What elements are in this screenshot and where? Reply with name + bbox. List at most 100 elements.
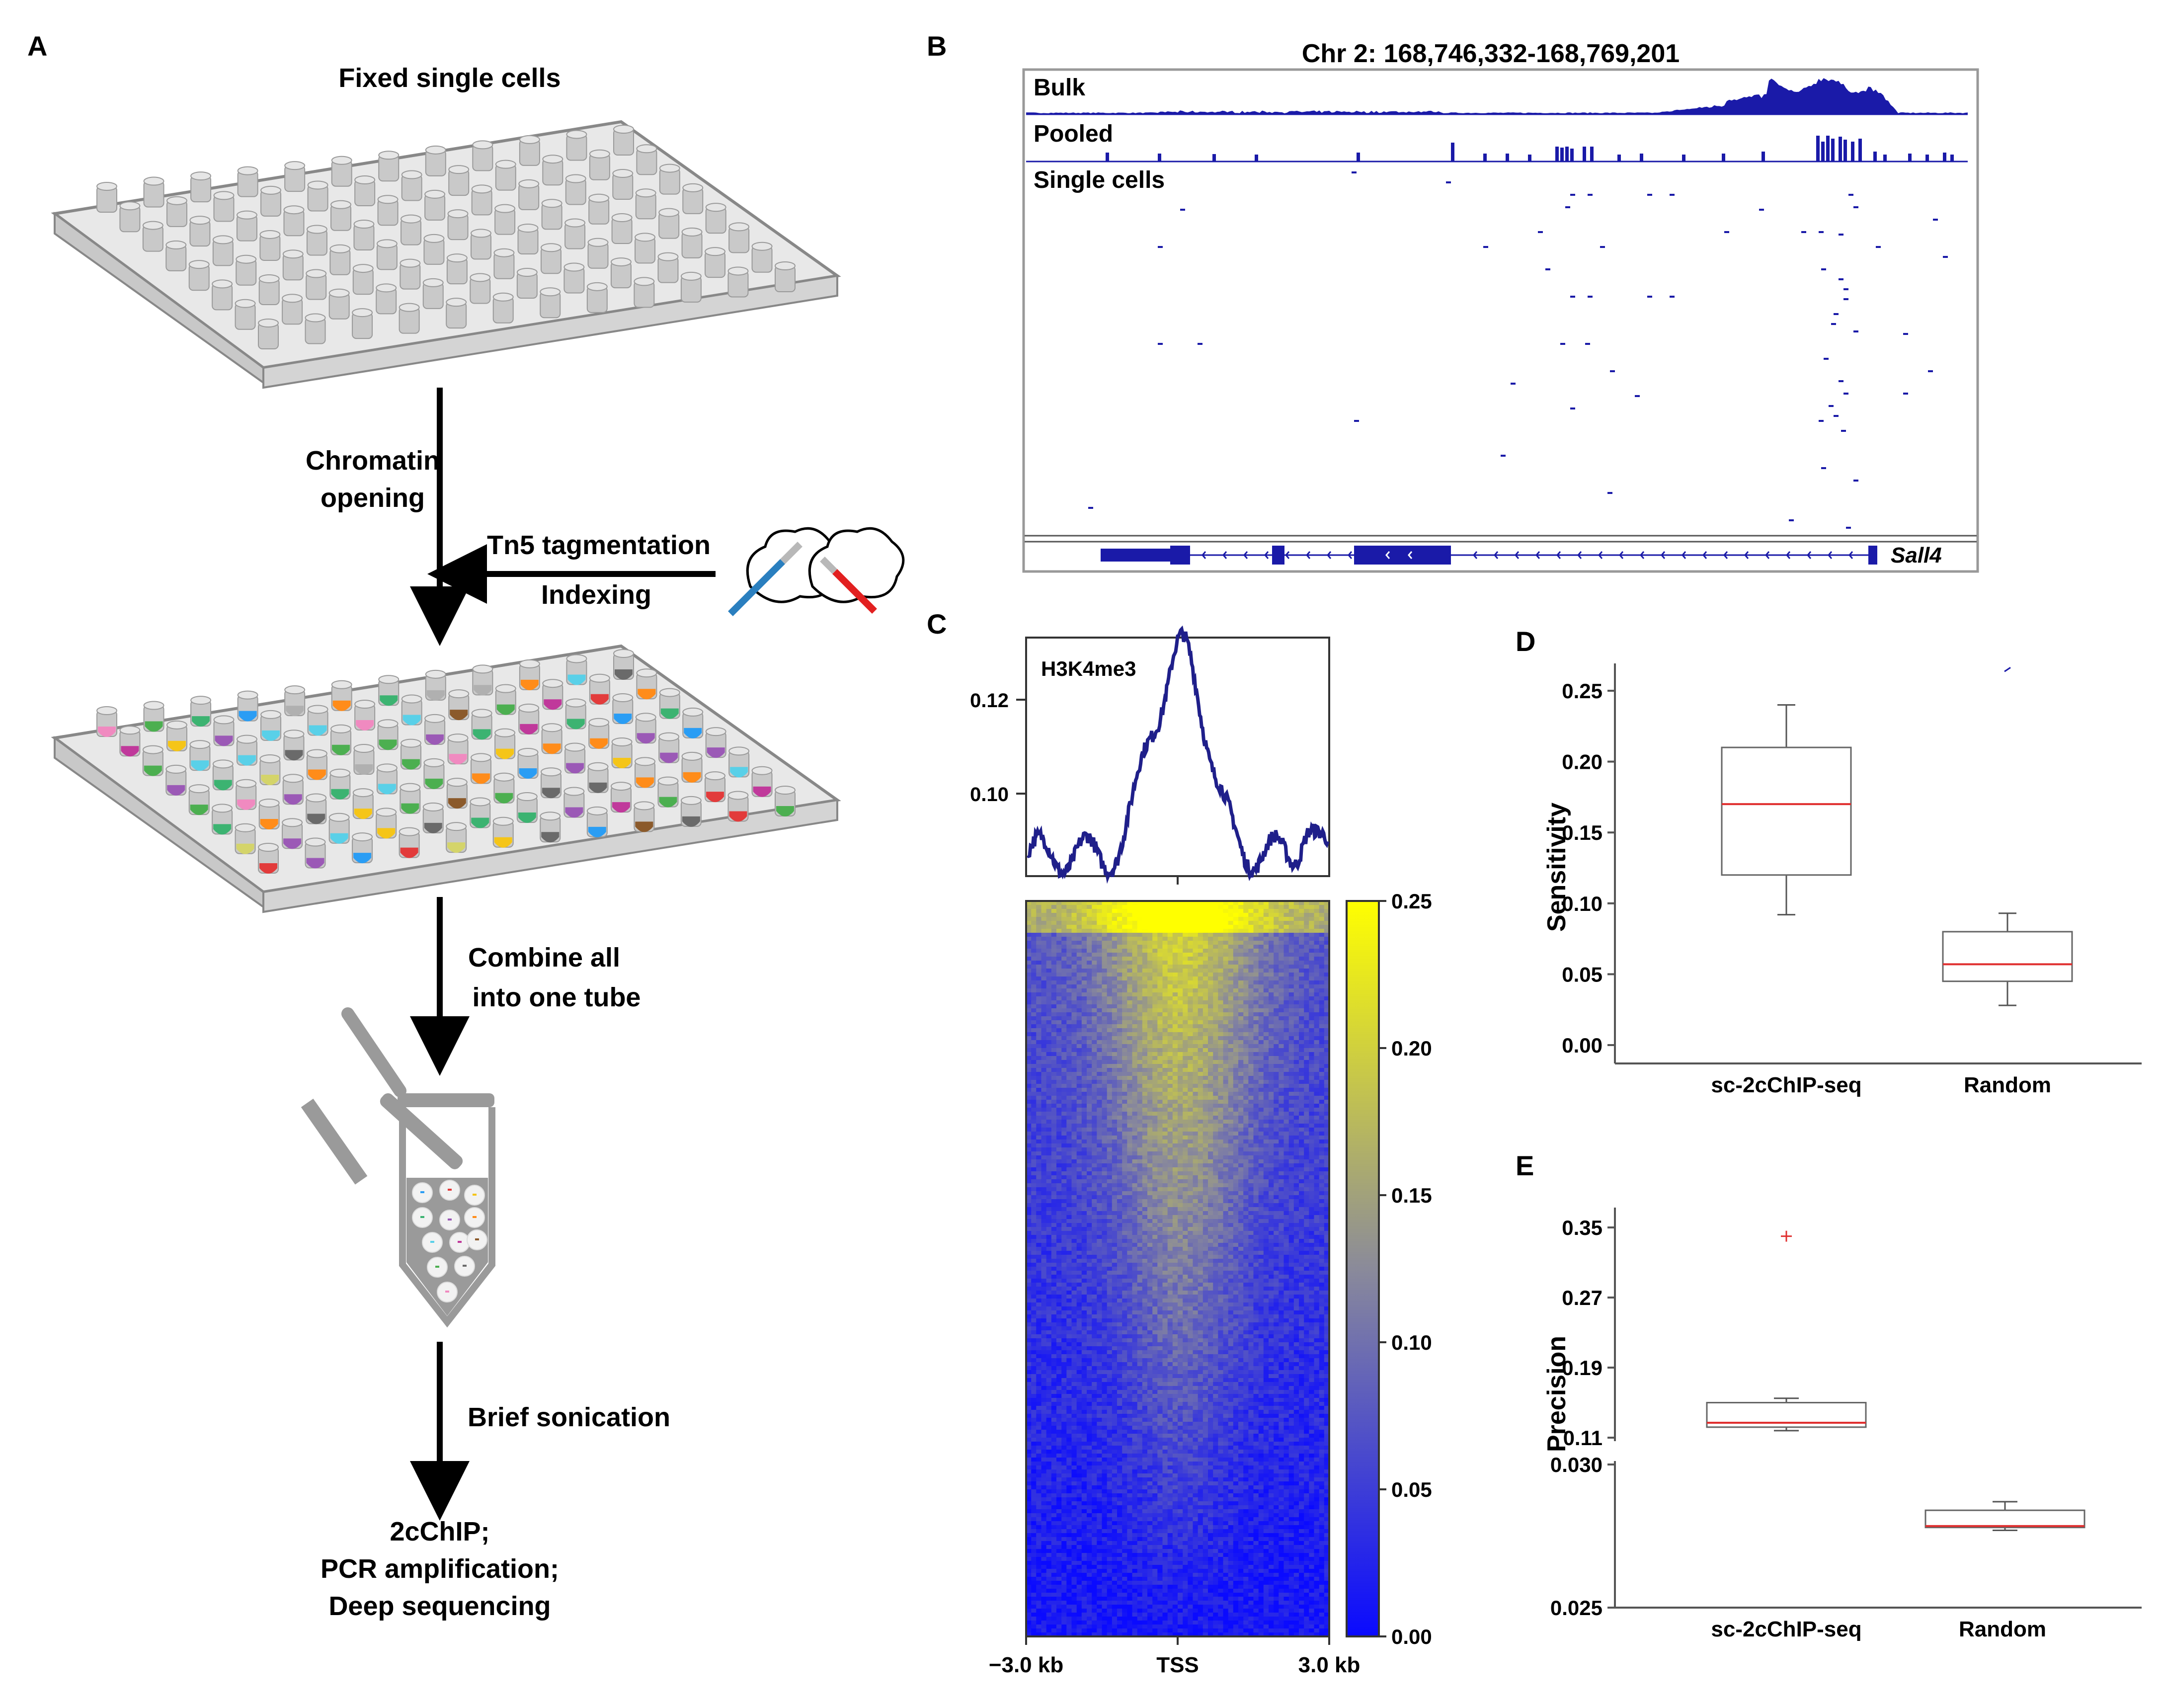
heatmap-cell — [1172, 945, 1178, 949]
heatmap-cell — [1107, 1076, 1113, 1080]
heatmap-cell — [1178, 1136, 1183, 1140]
heatmap-cell — [1102, 1143, 1108, 1148]
heatmap-cell — [1097, 1028, 1102, 1033]
heatmap-cell — [1233, 957, 1239, 961]
heatmap-cell — [1243, 1163, 1249, 1168]
heatmap-cell — [1202, 1004, 1208, 1009]
heatmap-cell — [1243, 961, 1249, 965]
heatmap-cell — [1319, 913, 1325, 917]
heatmap-cell — [1223, 992, 1229, 997]
heatmap-cell — [1213, 933, 1218, 937]
well — [376, 808, 397, 839]
heatmap-cell — [1198, 1092, 1203, 1096]
heatmap-cell — [1228, 1052, 1234, 1057]
heatmap-cell — [1319, 1088, 1325, 1092]
heatmap-cell — [1299, 969, 1304, 973]
heatmap-cell — [1319, 1020, 1325, 1025]
heatmap-cell — [1208, 953, 1213, 957]
heatmap-cell — [1107, 1028, 1113, 1033]
tube-cells — [412, 1180, 487, 1302]
heatmap-cell — [1122, 1064, 1127, 1068]
well-stain — [309, 725, 327, 736]
heatmap-cell — [1279, 976, 1284, 981]
well — [751, 766, 773, 797]
heatmap-cell — [1274, 917, 1279, 921]
heatmap-cell — [1132, 1132, 1138, 1136]
heatmap-cell — [1319, 969, 1325, 973]
heatmap-cell — [1137, 929, 1143, 933]
heatmap-cell — [1253, 1132, 1259, 1136]
tn5-icon — [728, 527, 905, 616]
heatmap-cell — [1046, 984, 1052, 989]
heatmap-cell — [1122, 1096, 1127, 1100]
heatmap-cell — [1081, 921, 1087, 925]
heatmap-cell — [1283, 953, 1289, 957]
heatmap-cell — [1274, 1167, 1279, 1172]
heatmap-cell — [1263, 957, 1269, 961]
heatmap-cell — [1066, 1032, 1072, 1037]
heatmap-cell — [1243, 1016, 1249, 1021]
heatmap-cell — [1112, 1104, 1118, 1108]
heatmap-cell — [1183, 1139, 1188, 1144]
heatmap-cell — [1142, 1139, 1148, 1144]
heatmap-cell — [1066, 949, 1072, 953]
heatmap-cell — [1274, 957, 1279, 961]
heatmap-cell — [1202, 933, 1208, 937]
heatmap-cell — [1279, 1112, 1284, 1116]
heatmap-cell — [1243, 933, 1249, 937]
heatmap-cell — [1223, 1155, 1229, 1160]
heatmap-cell — [1117, 937, 1122, 941]
heatmap-cell — [1283, 1092, 1289, 1096]
heatmap-cell — [1152, 937, 1158, 941]
heatmap-cell — [1274, 1000, 1279, 1005]
heatmap-cell — [1066, 921, 1072, 925]
heatmap-cell — [1233, 1036, 1239, 1041]
heatmap-cell — [1183, 1044, 1188, 1049]
heatmap-cell — [1202, 1100, 1208, 1104]
heatmap-cell — [1142, 992, 1148, 997]
heatmap-cell — [1071, 1151, 1077, 1156]
heatmap-cell — [1178, 1143, 1183, 1148]
heatmap-cell — [1213, 1088, 1218, 1092]
heatmap-cell — [1142, 1112, 1148, 1116]
heatmap-cell — [1071, 1096, 1077, 1100]
heatmap-cell — [1061, 1048, 1067, 1053]
heatmap-cell — [1162, 1040, 1168, 1045]
heatmap-cell — [1066, 1163, 1072, 1168]
heatmap-cell — [1061, 1128, 1067, 1132]
well-stain — [378, 784, 396, 795]
heatmap-cell — [1167, 949, 1173, 953]
heatmap-cell — [1102, 1008, 1108, 1013]
heatmap-cell — [1304, 937, 1309, 941]
heatmap-cell — [1097, 1167, 1102, 1172]
heatmap-cell — [1309, 909, 1314, 913]
heatmap-cell — [1288, 1044, 1294, 1049]
heatmap-cell — [1299, 1032, 1304, 1037]
heatmap-cell — [1202, 1171, 1208, 1176]
well — [353, 220, 375, 251]
heatmap-cell — [1228, 921, 1234, 925]
well — [540, 767, 561, 799]
heatmap-cell — [1127, 1000, 1132, 1005]
heatmap-cell — [1076, 1143, 1082, 1148]
well-rim — [705, 247, 726, 256]
heatmap-cell — [1117, 1104, 1122, 1108]
well — [519, 135, 540, 166]
heatmap-cell — [1309, 988, 1314, 993]
heatmap-cell — [1162, 941, 1168, 945]
heatmap-cell — [1087, 925, 1092, 929]
heatmap-cell — [1293, 1167, 1299, 1172]
heatmap-cell — [1274, 1092, 1279, 1096]
heatmap-cell — [1198, 976, 1203, 981]
heatmap-cell — [1202, 1155, 1208, 1160]
well-rim — [471, 184, 492, 194]
heatmap-cell — [1127, 1076, 1132, 1080]
heatmap-cell — [1314, 1124, 1320, 1128]
heatmap-cell — [1248, 1143, 1254, 1148]
heatmap-cell — [1066, 1092, 1072, 1096]
heatmap-cell — [1309, 1143, 1314, 1148]
heatmap-cell — [1274, 945, 1279, 949]
heatmap-cell — [1066, 1076, 1072, 1080]
heatmap-cell — [1269, 1088, 1274, 1092]
heatmap-cell — [1152, 1151, 1158, 1156]
